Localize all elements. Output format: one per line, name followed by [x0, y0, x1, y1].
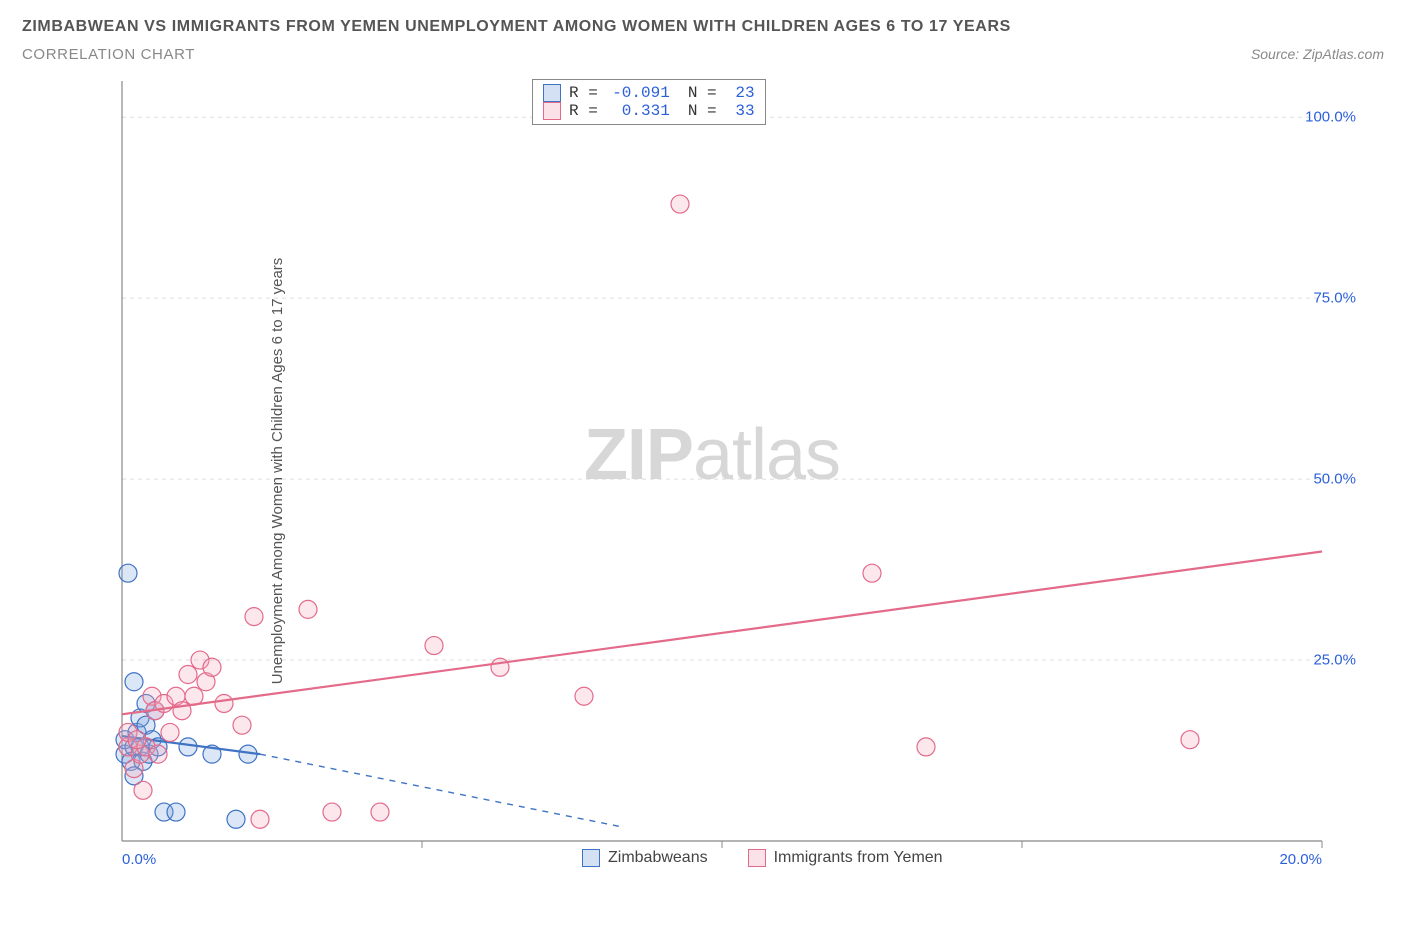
series-legend: Zimbabweans Immigrants from Yemen	[582, 849, 943, 867]
r-label: R =	[569, 102, 598, 120]
scatter-plot	[62, 71, 1362, 871]
n-label: N =	[688, 102, 717, 120]
legend-item: Zimbabweans	[582, 849, 708, 867]
chart-area: Unemployment Among Women with Children A…	[62, 71, 1362, 871]
n-label: N =	[688, 84, 717, 102]
legend-label: Zimbabweans	[608, 849, 708, 867]
n-value: 23	[725, 84, 755, 102]
y-tick-label: 25.0%	[1313, 652, 1356, 669]
chart-title: ZIMBABWEAN VS IMMIGRANTS FROM YEMEN UNEM…	[22, 18, 1384, 36]
correlation-legend-box: R = -0.091 N = 23 R = 0.331 N = 33	[532, 79, 766, 125]
source-attribution: Source: ZipAtlas.com	[1251, 46, 1384, 62]
legend-item: Immigrants from Yemen	[748, 849, 943, 867]
x-tick-label: 0.0%	[122, 851, 156, 877]
legend-swatch-icon	[543, 84, 561, 102]
y-tick-label: 100.0%	[1305, 109, 1356, 126]
r-value: 0.331	[606, 102, 670, 120]
correlation-row: R = -0.091 N = 23	[543, 84, 755, 102]
header: ZIMBABWEAN VS IMMIGRANTS FROM YEMEN UNEM…	[22, 18, 1384, 63]
n-value: 33	[725, 102, 755, 120]
y-axis-label: Unemployment Among Women with Children A…	[269, 258, 286, 685]
legend-label: Immigrants from Yemen	[774, 849, 943, 867]
r-label: R =	[569, 84, 598, 102]
r-value: -0.091	[606, 84, 670, 102]
correlation-row: R = 0.331 N = 33	[543, 102, 755, 120]
y-tick-label: 50.0%	[1313, 471, 1356, 488]
legend-swatch-icon	[582, 849, 600, 867]
x-tick-label: 20.0%	[1279, 851, 1322, 877]
legend-swatch-icon	[543, 102, 561, 120]
y-tick-label: 75.0%	[1313, 290, 1356, 307]
chart-subtitle: CORRELATION CHART	[22, 46, 195, 63]
legend-swatch-icon	[748, 849, 766, 867]
